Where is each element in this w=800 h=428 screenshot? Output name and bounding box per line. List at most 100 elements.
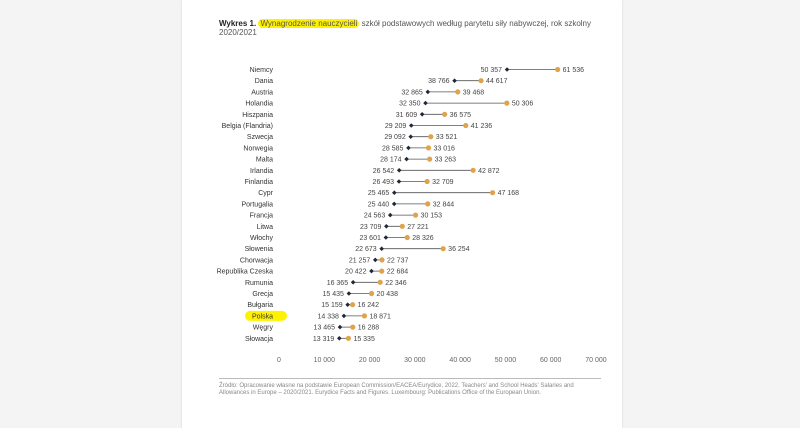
end-value-label: 32 709 bbox=[432, 179, 454, 186]
document-page bbox=[182, 0, 622, 428]
x-tick-label: 0 bbox=[277, 357, 281, 364]
end-value-label: 16 288 bbox=[358, 325, 380, 332]
start-marker bbox=[345, 302, 350, 307]
start-value-label: 24 563 bbox=[364, 213, 386, 220]
end-value-label: 33 016 bbox=[434, 145, 456, 152]
end-value-label: 39 468 bbox=[463, 89, 485, 96]
chart-row: Austria 32 865 39 468 bbox=[251, 89, 484, 96]
start-marker bbox=[346, 291, 352, 296]
end-marker bbox=[440, 246, 446, 252]
category-label: Węgry bbox=[253, 325, 274, 332]
end-value-label: 30 153 bbox=[421, 213, 443, 220]
chart-row: Belgia (Flandria) 29 209 41 236 bbox=[222, 122, 493, 130]
category-label: Włochy bbox=[250, 235, 273, 242]
start-value-label: 50 357 bbox=[481, 67, 503, 74]
start-value-label: 21 257 bbox=[349, 257, 371, 264]
end-value-label: 22 737 bbox=[387, 257, 409, 264]
chart-row: Bułgaria 15 159 16 242 bbox=[247, 302, 379, 309]
start-value-label: 29 092 bbox=[384, 134, 406, 141]
end-marker bbox=[404, 234, 410, 241]
chart-row: Rumunia 16 365 22 346 bbox=[245, 279, 407, 287]
category-label: Malta bbox=[256, 157, 273, 164]
x-tick-label: 30 000 bbox=[404, 357, 426, 364]
start-marker bbox=[452, 78, 457, 83]
start-marker bbox=[337, 324, 343, 330]
end-marker bbox=[478, 78, 484, 84]
end-marker bbox=[442, 111, 448, 117]
chart-row: Litwa 23 709 27 221 bbox=[257, 223, 429, 231]
x-tick-label: 20 000 bbox=[359, 357, 381, 364]
chart-row: Chorwacja 21 257 22 737 bbox=[240, 257, 409, 264]
end-marker bbox=[368, 290, 375, 297]
chart-row: Cypr 25 465 47 168 bbox=[258, 190, 519, 197]
start-value-label: 20 422 bbox=[345, 269, 367, 276]
end-value-label: 50 306 bbox=[512, 101, 534, 108]
end-value-label: 44 617 bbox=[486, 78, 508, 85]
x-tick-label: 40 000 bbox=[449, 357, 471, 364]
start-marker bbox=[396, 168, 402, 173]
end-value-label: 36 254 bbox=[448, 246, 470, 253]
end-marker bbox=[428, 134, 434, 140]
end-value-label: 33 521 bbox=[436, 134, 458, 141]
start-marker bbox=[391, 201, 397, 207]
start-value-label: 23 709 bbox=[360, 224, 382, 231]
chart-row: Irlandia 26 542 42 872 bbox=[250, 167, 500, 175]
end-value-label: 32 844 bbox=[433, 201, 455, 208]
chart-row: Holandia 32 350 50 306 bbox=[245, 100, 534, 108]
start-value-label: 26 542 bbox=[373, 168, 395, 175]
start-marker bbox=[387, 212, 393, 218]
category-label: Słowacja bbox=[245, 336, 273, 343]
end-marker bbox=[425, 201, 431, 207]
start-value-label: 15 435 bbox=[322, 291, 344, 298]
category-label: Grecja bbox=[252, 291, 273, 298]
end-value-label: 27 221 bbox=[407, 224, 429, 231]
end-value-label: 22 346 bbox=[385, 280, 407, 287]
category-label: Cypr bbox=[258, 190, 273, 197]
start-marker bbox=[408, 123, 414, 128]
title-highlighted-text: Wynagrodzenie nauczycieli bbox=[258, 19, 360, 28]
chart-row: Norwegia 28 585 33 016 bbox=[243, 145, 455, 152]
end-marker bbox=[399, 223, 405, 229]
category-label: Irlandia bbox=[250, 168, 273, 175]
start-marker bbox=[369, 268, 374, 274]
end-value-label: 47 168 bbox=[498, 190, 520, 197]
end-value-label: 41 236 bbox=[471, 123, 493, 130]
end-marker bbox=[555, 66, 561, 73]
end-marker bbox=[463, 122, 469, 129]
start-marker bbox=[341, 313, 347, 319]
start-marker bbox=[423, 100, 428, 106]
category-label: Austria bbox=[251, 89, 273, 96]
start-marker bbox=[419, 112, 425, 117]
chart-row: Finlandia 26 493 32 709 bbox=[245, 178, 454, 186]
x-tick-label: 60 000 bbox=[540, 357, 562, 364]
category-label: Holandia bbox=[245, 101, 273, 108]
start-marker bbox=[425, 89, 431, 95]
start-marker bbox=[379, 246, 384, 251]
category-label: Chorwacja bbox=[240, 257, 273, 264]
source-divider bbox=[219, 378, 601, 379]
end-marker bbox=[379, 257, 385, 263]
end-value-label: 20 438 bbox=[377, 291, 399, 298]
figure-number: Wykres 1. bbox=[219, 19, 257, 28]
x-tick-label: 50 000 bbox=[495, 357, 517, 364]
end-marker bbox=[361, 313, 368, 319]
end-marker bbox=[412, 212, 419, 218]
start-marker bbox=[504, 67, 510, 72]
chart-row: Polska 14 338 18 871 bbox=[245, 310, 391, 321]
start-value-label: 31 609 bbox=[396, 112, 418, 119]
category-label: Polska bbox=[252, 313, 273, 320]
chart-row: Republika Czeska 20 422 22 684 bbox=[217, 268, 408, 276]
category-label: Francja bbox=[250, 213, 273, 220]
start-marker bbox=[392, 190, 397, 195]
chart-row: Malta 28 174 33 263 bbox=[256, 156, 457, 164]
end-value-label: 33 263 bbox=[435, 157, 457, 164]
start-marker bbox=[384, 224, 389, 229]
source-note: Źródło: Opracowanie własne na podstawie … bbox=[219, 383, 574, 396]
start-value-label: 32 865 bbox=[401, 89, 423, 96]
category-label: Rumunia bbox=[245, 280, 273, 287]
start-value-label: 28 174 bbox=[380, 157, 402, 164]
end-marker bbox=[377, 279, 383, 285]
start-value-label: 13 465 bbox=[314, 325, 336, 332]
category-label: Niemcy bbox=[250, 67, 274, 74]
